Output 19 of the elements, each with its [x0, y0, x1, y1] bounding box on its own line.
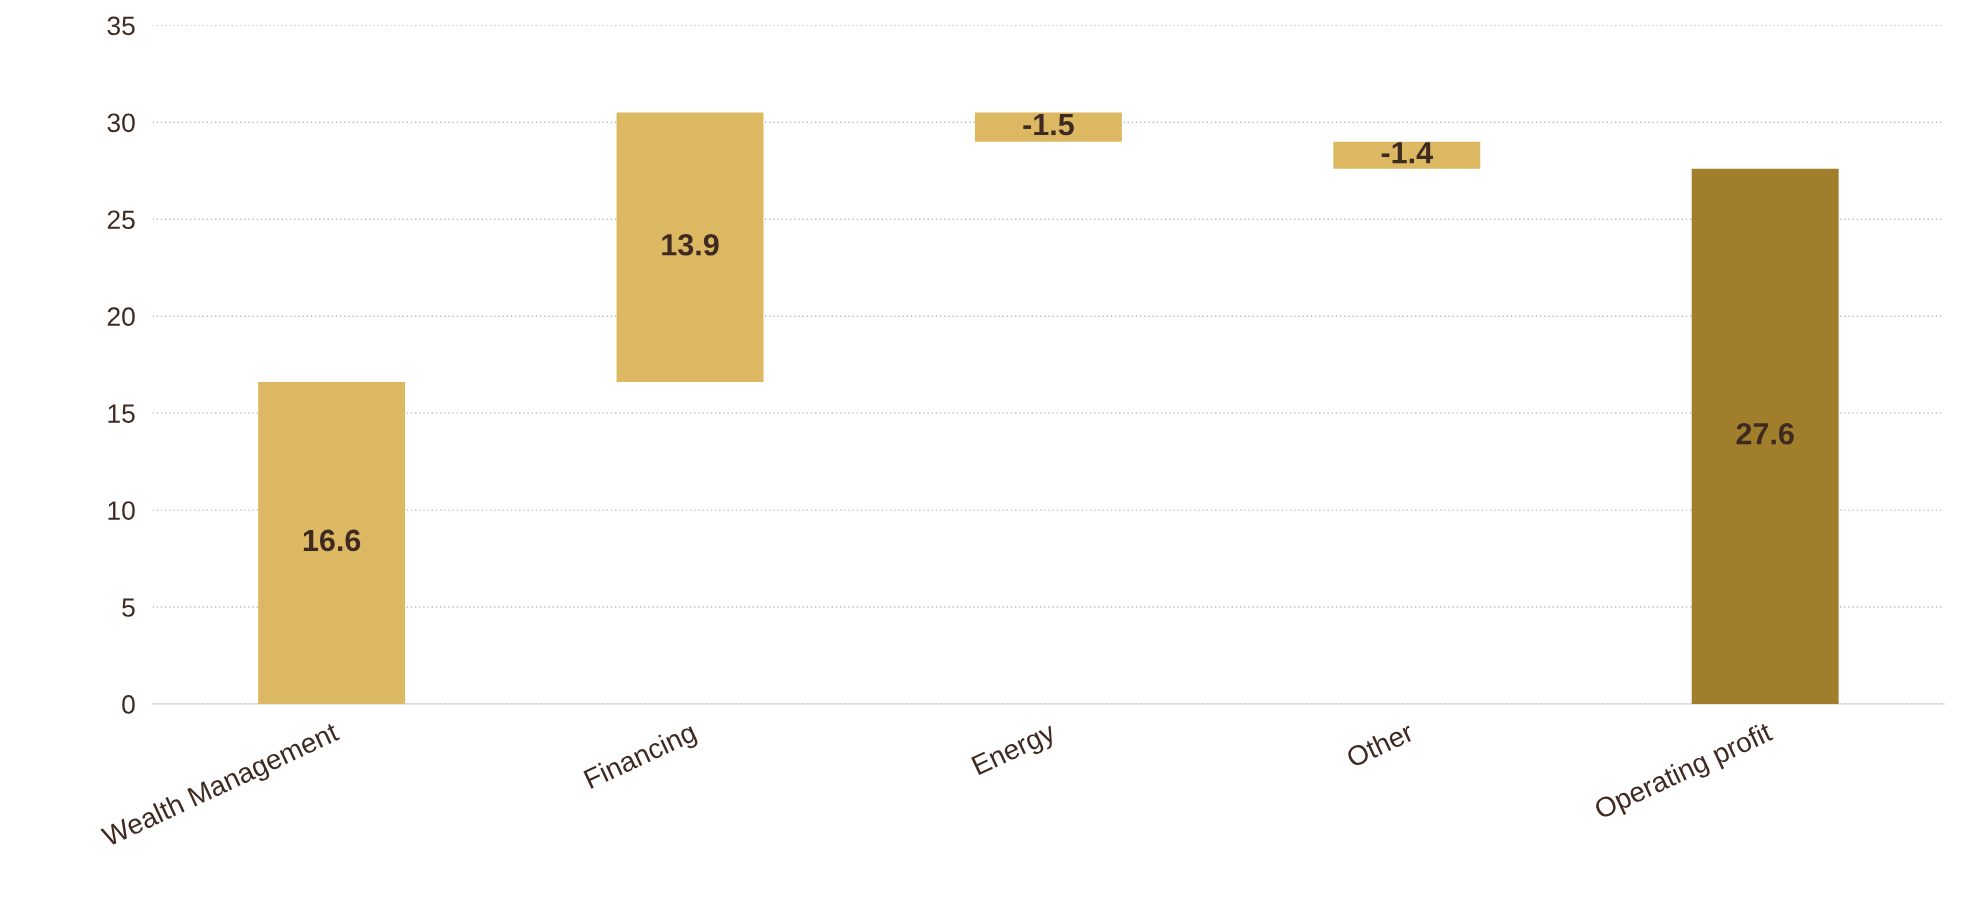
y-tick-label: 25	[107, 210, 135, 230]
y-tick-label: 10	[108, 501, 135, 520]
data-label: 16.6	[303, 529, 361, 552]
y-tick-label: 5	[122, 598, 135, 617]
y-tick-label: 30	[107, 113, 135, 133]
y-tick-label: 0	[122, 695, 135, 714]
bar	[1691, 168, 1839, 704]
bar	[258, 382, 406, 704]
y-tick-label: 15	[108, 404, 135, 423]
bar	[616, 112, 764, 383]
y-tick-label: 35	[107, 16, 135, 36]
x-tick-label: Other	[1345, 720, 1415, 768]
bar	[1333, 141, 1481, 169]
data-label: 27.6	[1736, 422, 1794, 445]
bar	[974, 112, 1122, 142]
data-label: -1.5	[1023, 114, 1074, 136]
data-label: -1.4	[1381, 142, 1433, 164]
y-tick-label: 20	[107, 307, 135, 327]
data-label: 13.9	[662, 233, 719, 256]
